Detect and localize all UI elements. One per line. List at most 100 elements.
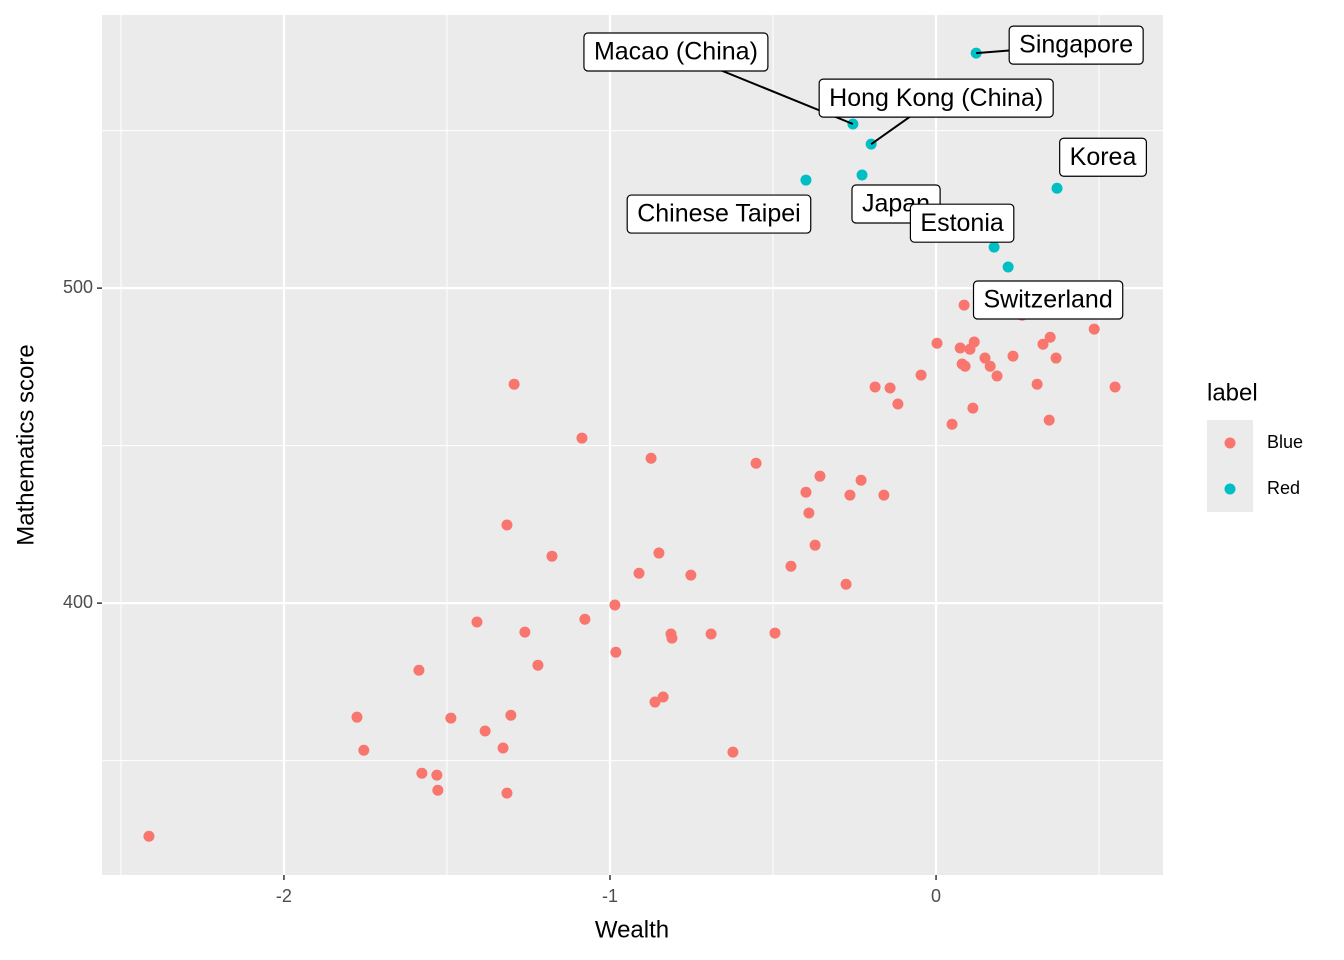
point — [803, 507, 815, 519]
point — [814, 470, 826, 482]
label-text: Singapore — [1019, 31, 1133, 59]
point — [1050, 352, 1062, 364]
point — [432, 784, 444, 796]
point — [727, 746, 739, 758]
label-box — [1059, 137, 1147, 177]
point — [968, 336, 980, 348]
point-label: Chinese Taipei — [626, 194, 812, 234]
point — [884, 382, 896, 394]
point — [666, 632, 678, 644]
point — [497, 742, 509, 754]
point — [769, 627, 781, 639]
point — [645, 452, 657, 464]
point — [931, 337, 943, 349]
point — [609, 599, 621, 611]
label-text: Switzerland — [984, 286, 1113, 314]
legend-label: Red — [1267, 478, 1300, 498]
point — [1037, 338, 1049, 350]
point — [958, 299, 970, 311]
point — [844, 489, 856, 501]
label-box — [583, 32, 769, 72]
point-label: Korea — [1059, 137, 1147, 177]
point — [501, 787, 513, 799]
point — [856, 169, 868, 181]
legend-swatch — [1224, 437, 1236, 449]
point-label: Singapore — [976, 25, 1144, 65]
legend: label Blue Red — [1207, 379, 1303, 512]
label-box — [1008, 25, 1144, 65]
label-box — [909, 203, 1015, 243]
label-text: Hong Kong (China) — [829, 84, 1043, 112]
point — [576, 432, 588, 444]
point — [705, 628, 717, 640]
point — [988, 241, 1000, 253]
point — [984, 360, 996, 372]
point — [959, 360, 971, 372]
point — [579, 613, 591, 625]
point — [1088, 323, 1100, 335]
point — [143, 830, 155, 842]
point — [657, 691, 669, 703]
point — [840, 578, 852, 590]
point — [750, 457, 762, 469]
point — [785, 560, 797, 572]
point-label: Switzerland — [972, 280, 1124, 320]
point-label: Hong Kong (China) — [818, 78, 1054, 145]
point — [991, 370, 1003, 382]
legend-title: label — [1207, 379, 1258, 406]
label-text: Korea — [1070, 143, 1137, 171]
point-label: Estonia — [909, 203, 1015, 243]
point — [878, 489, 890, 501]
point — [532, 659, 544, 671]
y-axis-title: Mathematics score — [12, 344, 39, 545]
x-tick-label: 0 — [931, 886, 941, 906]
point — [519, 626, 531, 638]
point — [471, 616, 483, 628]
x-tick-label: -1 — [602, 886, 618, 906]
point — [1043, 414, 1055, 426]
legend-swatch — [1224, 483, 1236, 495]
point — [1031, 378, 1043, 390]
point — [979, 352, 991, 364]
label-box — [818, 78, 1054, 118]
point — [633, 567, 645, 579]
point — [1051, 182, 1063, 194]
point — [800, 174, 812, 186]
point — [546, 550, 558, 562]
label-text: Chinese Taipei — [637, 200, 801, 228]
point — [413, 664, 425, 676]
point — [809, 539, 821, 551]
point — [1002, 261, 1014, 273]
point — [800, 486, 812, 498]
x-tick-label: -2 — [276, 886, 292, 906]
point — [358, 744, 370, 756]
point-label: Macao (China) — [583, 32, 854, 125]
point — [416, 767, 428, 779]
points — [143, 47, 1121, 842]
point — [869, 381, 881, 393]
point — [445, 712, 457, 724]
panel — [102, 15, 1163, 875]
point — [508, 378, 520, 390]
point — [954, 342, 966, 354]
label-box — [972, 280, 1124, 320]
point — [1007, 350, 1019, 362]
point — [915, 369, 927, 381]
point — [967, 402, 979, 414]
point — [855, 474, 867, 486]
x-axis-title: Wealth — [595, 916, 669, 943]
label-text: Macao (China) — [594, 38, 758, 66]
point — [649, 696, 661, 708]
point — [351, 711, 363, 723]
legend-label: Blue — [1267, 432, 1303, 452]
point — [1109, 381, 1121, 393]
point — [505, 709, 517, 721]
point — [946, 418, 958, 430]
point — [501, 519, 513, 531]
point — [892, 398, 904, 410]
y-tick-label: 400 — [63, 592, 93, 612]
point — [1044, 331, 1056, 343]
point — [610, 646, 622, 658]
point — [479, 725, 491, 737]
